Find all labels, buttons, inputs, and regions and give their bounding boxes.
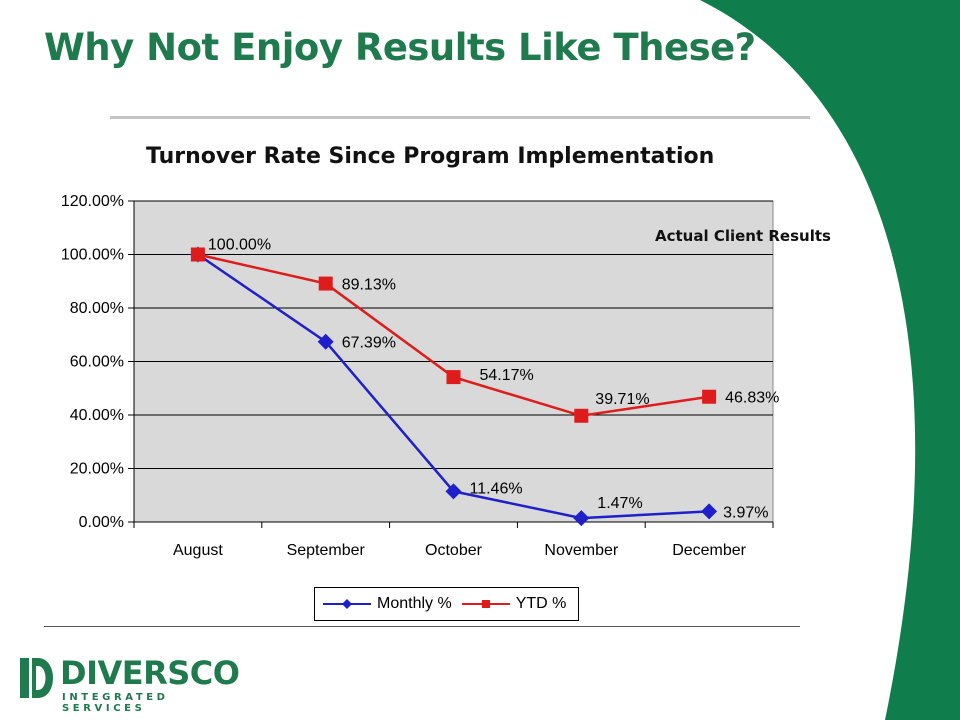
data-point-ytd: [702, 389, 717, 404]
data-point-ytd: [574, 408, 589, 423]
legend-label-monthly: Monthly %: [377, 595, 452, 612]
chart-title: Turnover Rate Since Program Implementati…: [146, 144, 715, 169]
y-tick-label: 100.00%: [61, 247, 124, 264]
data-point-monthly: [701, 503, 718, 520]
data-label-ytd: 100.00%: [208, 237, 271, 254]
data-label-monthly: 11.46%: [470, 480, 523, 497]
y-tick-label: 60.00%: [70, 354, 124, 371]
logo-name: DIVERSCO: [60, 654, 240, 692]
data-label-ytd: 89.13%: [342, 277, 396, 294]
data-label-monthly: 1.47%: [597, 495, 642, 512]
y-tick-label: 120.00%: [61, 193, 124, 210]
data-point-ytd: [190, 247, 205, 262]
x-tick-label: November: [544, 542, 618, 559]
data-label-ytd: 39.71%: [595, 391, 649, 408]
chart-legend: Monthly % YTD %: [314, 587, 579, 621]
y-tick-label: 20.00%: [70, 461, 124, 478]
legend-label-ytd: YTD %: [515, 595, 567, 612]
data-point-ytd: [318, 276, 333, 291]
data-point-monthly: [317, 333, 334, 350]
legend-swatch-monthly: [323, 599, 371, 609]
chart-annotation: Actual Client Results: [655, 227, 831, 245]
x-tick-label: December: [672, 542, 746, 559]
legend-item-monthly: Monthly %: [321, 595, 452, 613]
data-point-ytd: [446, 370, 461, 385]
data-label-monthly: 67.39%: [342, 335, 396, 352]
page-title: Why Not Enjoy Results Like These?: [44, 26, 756, 69]
title-divider: [110, 116, 810, 119]
y-tick-label: 80.00%: [70, 300, 124, 317]
legend-swatch-ytd: [461, 600, 510, 608]
footer-divider: [44, 626, 800, 627]
logo-d-mark-icon: [20, 658, 53, 698]
data-label-ytd: 54.17%: [480, 367, 534, 384]
data-point-monthly: [573, 510, 590, 527]
company-logo: DIVERSCO INTEGRATED SERVICES: [18, 652, 258, 714]
y-tick-label: 0.00%: [79, 514, 124, 531]
legend-item-ytd: YTD %: [460, 595, 567, 613]
x-tick-label: September: [287, 542, 366, 559]
data-label-monthly: 3.97%: [723, 504, 768, 521]
data-label-ytd: 46.83%: [725, 390, 779, 407]
x-tick-label: August: [173, 542, 223, 559]
y-tick-label: 40.00%: [70, 407, 124, 424]
x-tick-label: October: [425, 542, 483, 559]
logo-tagline: INTEGRATED SERVICES: [62, 692, 169, 714]
data-point-monthly: [445, 483, 462, 500]
